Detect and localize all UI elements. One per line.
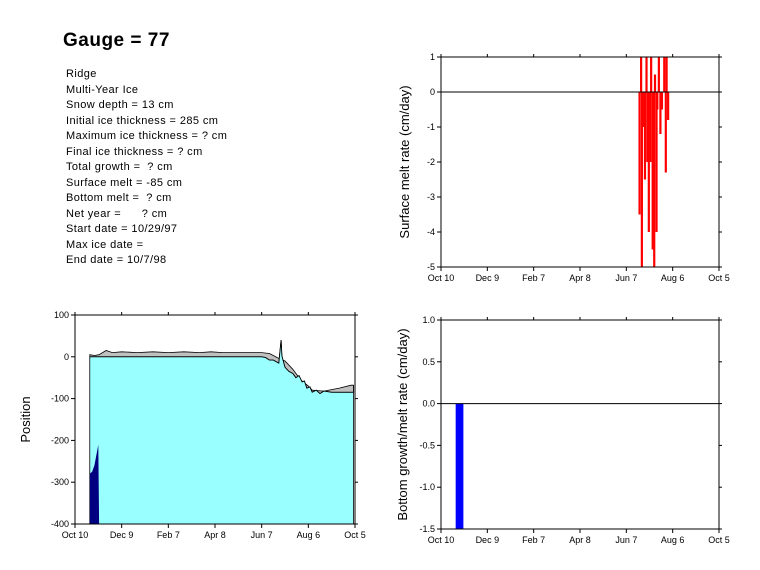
surface-y-tick-label: -1 (427, 122, 435, 132)
surface-melt-bar (665, 57, 668, 92)
info-line: Final ice thickness = ? cm (66, 145, 203, 158)
position-y-tick-label: 0 (64, 352, 69, 362)
surface-melt-bar (660, 92, 664, 110)
surface-melt-bar (667, 92, 670, 120)
surface-y-tick-label: -4 (427, 227, 435, 237)
bottom-y-tick-label: 1.0 (422, 315, 435, 325)
bottom-y-tick-label: -1.5 (419, 524, 435, 534)
surface-melt-bar (656, 92, 659, 110)
ice-layer (89, 340, 354, 524)
surface-x-tick-label: Jun 7 (615, 273, 637, 283)
surface-melt-bar (653, 74, 657, 92)
surface-melt-bar (650, 57, 653, 92)
bottom-y-tick-label: -1.0 (419, 482, 435, 492)
bottom-y-axis-label: Bottom growth/melt rate (cm/day) (395, 328, 410, 520)
surface-melt-bar (645, 57, 648, 92)
info-line: Snow depth = 13 cm (66, 99, 174, 111)
bottom-x-tick-label: Apr 8 (569, 535, 591, 545)
bottom-y-tick-label: 0.5 (422, 357, 435, 367)
info-line: Multi-Year Ice (66, 83, 139, 96)
surface-melt-bar (640, 57, 643, 92)
surface-melt-bar (647, 92, 650, 232)
position-x-tick-label: Feb 7 (157, 530, 180, 540)
info-line: Surface melt = -85 cm (66, 176, 183, 189)
info-line: Total growth = ? cm (66, 161, 173, 173)
surface-y-tick-label: -2 (427, 157, 435, 167)
bottom-growth-bar (455, 403, 464, 529)
surface-x-tick-label: Feb 7 (522, 273, 545, 283)
gauge-title: Gauge = 77 (63, 30, 170, 51)
surface-y-tick-label: -5 (427, 262, 435, 272)
info-line: End date = 10/7/98 (66, 254, 167, 266)
surface-melt-bar (653, 92, 656, 267)
position-y-tick-label: -300 (51, 477, 69, 487)
bottom-x-tick-label: Aug 6 (661, 535, 685, 545)
position-chart: Oct 10 Dec 9 Feb 7 Apr 8 Jun 7 Aug 6 Oct 5 100 0… (18, 310, 366, 540)
surface-melt-bar (657, 57, 660, 92)
surface-x-tick-label: Apr 8 (569, 273, 591, 283)
surface-y-tick-label: 1 (430, 52, 435, 62)
surface-melt-bar (649, 92, 652, 162)
surface-y-axis-label: Surface melt rate (cm/day) (397, 85, 412, 238)
surface-x-tick-label: Oct 10 (428, 273, 455, 283)
surface-melt-bar (642, 92, 645, 127)
surface-y-tick-label: -3 (427, 192, 435, 202)
info-line: Net year = ? cm (66, 207, 168, 220)
position-x-tick-label: Oct 5 (344, 530, 366, 540)
surface-plot-frame (440, 56, 720, 268)
surface-x-tick-label: Dec 9 (476, 273, 500, 283)
position-x-tick-label: Jun 7 (251, 530, 273, 540)
bottom-y-tick-label: -0.5 (419, 440, 435, 450)
info-line: Ridge (66, 68, 97, 80)
position-x-tick-label: Aug 6 (297, 530, 321, 540)
info-line: Max ice date = (66, 238, 144, 251)
bottom-y-tick-label: 0.0 (422, 399, 435, 409)
bottom-plot-frame (440, 319, 720, 530)
info-line: Initial ice thickness = 285 cm (66, 114, 219, 127)
surface-y-tick-label: 0 (430, 87, 435, 97)
bottom-x-tick-label: Jun 7 (615, 535, 637, 545)
surface-melt-bar (646, 92, 649, 162)
position-y-tick-label: -200 (51, 435, 69, 445)
surface-chart: Oct 10 Dec 9 Feb 7 Apr 8 Jun 7 Aug 6 Oct 5 1 0 -1… (397, 52, 730, 283)
position-x-tick-label: Apr 8 (204, 530, 226, 540)
ice-surface-line (89, 340, 354, 395)
surface-melt-bar (664, 92, 667, 173)
info-line: Maximum ice thickness = ? cm (66, 130, 228, 142)
bottom-x-tick-label: Feb 7 (522, 535, 545, 545)
position-y-axis-label: Position (18, 396, 33, 442)
position-x-tick-label: Dec 9 (110, 530, 134, 540)
surface-melt-bar (659, 92, 662, 134)
surface-melt-bar (638, 92, 641, 215)
position-x-tick-label: Oct 10 (62, 530, 89, 540)
bottom-x-tick-label: Oct 5 (708, 535, 730, 545)
info-line: Bottom melt = ? cm (66, 192, 172, 204)
bottom-chart: Oct 10 Dec 9 Feb 7 Apr 8 Jun 7 Aug 6 Oct 5 1.0 0… (395, 315, 730, 545)
info-panel: Ridge Multi-Year Ice Snow depth = 13 cm Ini… (66, 67, 227, 269)
initial-ice-bottom (89, 444, 100, 524)
surface-melt-bar (663, 57, 666, 92)
bottom-x-tick-label: Dec 9 (476, 535, 500, 545)
position-y-tick-label: -400 (51, 519, 69, 529)
info-line: Start date = 10/29/97 (66, 223, 178, 235)
surface-melt-bar (643, 92, 647, 180)
surface-x-tick-label: Oct 5 (708, 273, 730, 283)
bottom-x-tick-label: Oct 10 (428, 535, 455, 545)
surface-melt-bar (640, 92, 643, 267)
position-y-tick-label: -100 (51, 394, 69, 404)
surface-x-tick-label: Aug 6 (661, 273, 685, 283)
surface-melt-bar (655, 92, 658, 232)
position-y-tick-label: 100 (54, 310, 69, 320)
